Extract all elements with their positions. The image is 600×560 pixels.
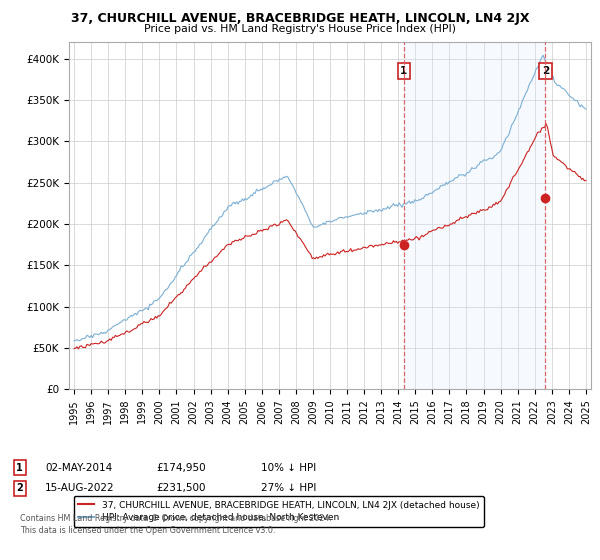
Text: 15-AUG-2022: 15-AUG-2022	[45, 483, 115, 493]
Legend: 37, CHURCHILL AVENUE, BRACEBRIDGE HEATH, LINCOLN, LN4 2JX (detached house), HPI:: 37, CHURCHILL AVENUE, BRACEBRIDGE HEATH,…	[74, 496, 484, 527]
Text: 1: 1	[400, 66, 407, 76]
Text: 10% ↓ HPI: 10% ↓ HPI	[261, 463, 316, 473]
Text: 1: 1	[16, 463, 23, 473]
Text: £174,950: £174,950	[156, 463, 206, 473]
Text: 02-MAY-2014: 02-MAY-2014	[45, 463, 112, 473]
Text: Contains HM Land Registry data © Crown copyright and database right 2024.: Contains HM Land Registry data © Crown c…	[20, 514, 332, 523]
Text: 2: 2	[542, 66, 549, 76]
Text: This data is licensed under the Open Government Licence v3.0.: This data is licensed under the Open Gov…	[20, 526, 275, 535]
Text: 37, CHURCHILL AVENUE, BRACEBRIDGE HEATH, LINCOLN, LN4 2JX: 37, CHURCHILL AVENUE, BRACEBRIDGE HEATH,…	[71, 12, 529, 25]
Text: Price paid vs. HM Land Registry's House Price Index (HPI): Price paid vs. HM Land Registry's House …	[144, 24, 456, 34]
Text: £231,500: £231,500	[156, 483, 205, 493]
Bar	[404, 42, 545, 389]
Text: 27% ↓ HPI: 27% ↓ HPI	[261, 483, 316, 493]
Text: 2: 2	[16, 483, 23, 493]
